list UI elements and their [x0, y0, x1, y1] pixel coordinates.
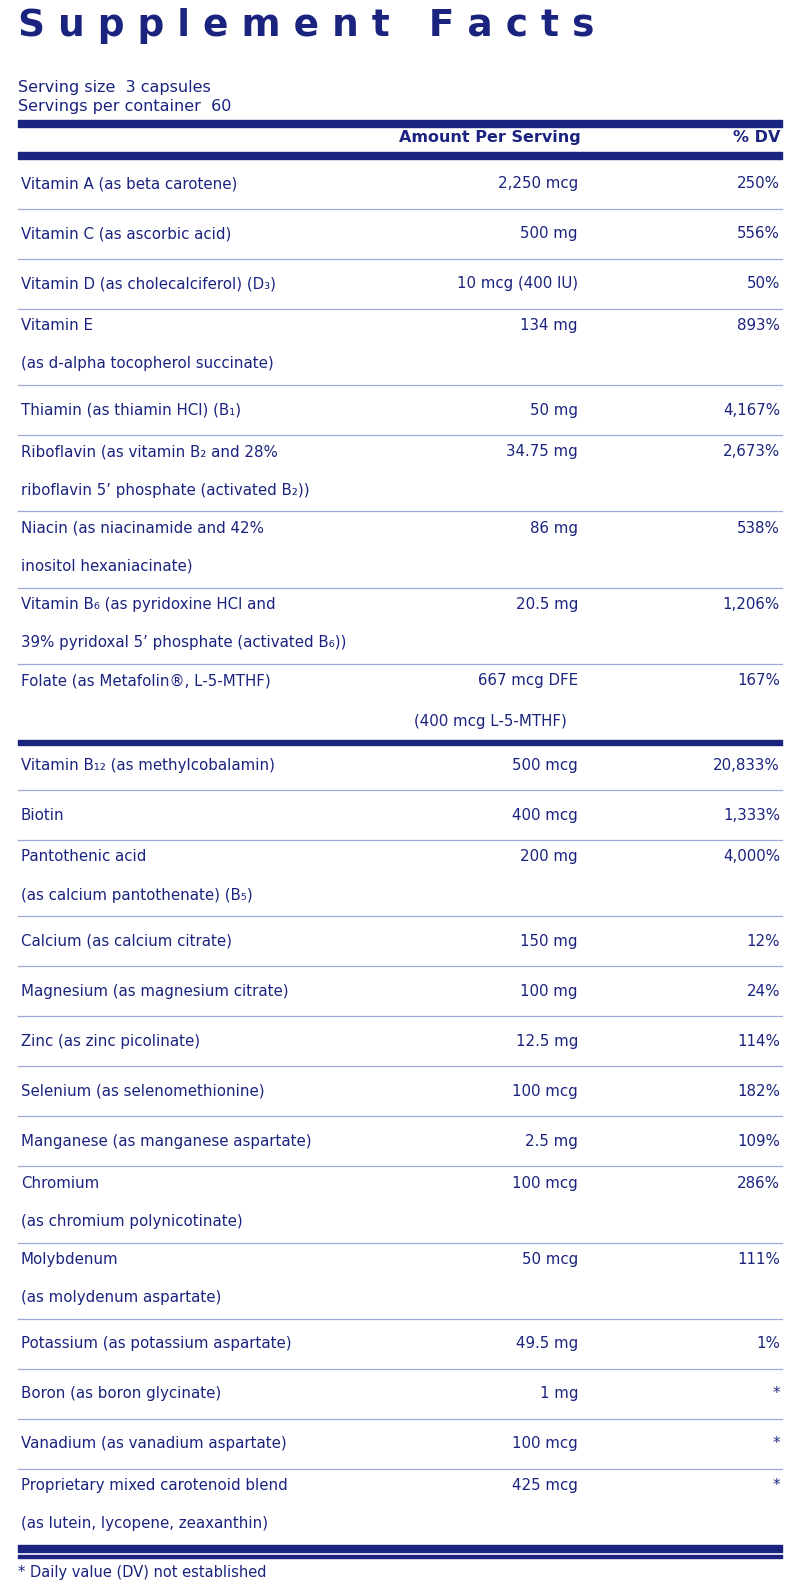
- Text: 49.5 mg: 49.5 mg: [516, 1336, 578, 1351]
- Text: Vitamin B₆ (as pyridoxine HCl and: Vitamin B₆ (as pyridoxine HCl and: [21, 597, 276, 613]
- Text: 12.5 mg: 12.5 mg: [516, 1033, 578, 1049]
- Text: 556%: 556%: [737, 227, 780, 241]
- Text: 893%: 893%: [737, 317, 780, 333]
- Text: 286%: 286%: [737, 1176, 780, 1190]
- Text: 2,673%: 2,673%: [722, 444, 780, 459]
- Text: Biotin: Biotin: [21, 808, 65, 822]
- Text: Amount Per Serving: Amount Per Serving: [399, 130, 581, 144]
- Text: (400 mcg L-5-MTHF): (400 mcg L-5-MTHF): [414, 714, 566, 728]
- Text: riboflavin 5’ phosphate (activated B₂)): riboflavin 5’ phosphate (activated B₂)): [21, 482, 310, 498]
- Text: 50%: 50%: [746, 276, 780, 292]
- Text: (as calcium pantothenate) (B₅): (as calcium pantothenate) (B₅): [21, 887, 253, 903]
- Text: Molybdenum: Molybdenum: [21, 1252, 118, 1266]
- Text: 111%: 111%: [737, 1252, 780, 1266]
- Text: 100 mcg: 100 mcg: [512, 1084, 578, 1098]
- Text: *: *: [772, 1387, 780, 1401]
- Text: Vitamin B₁₂ (as methylcobalamin): Vitamin B₁₂ (as methylcobalamin): [21, 757, 275, 773]
- Text: S u p p l e m e n t   F a c t s: S u p p l e m e n t F a c t s: [18, 8, 594, 44]
- Text: Pantothenic acid: Pantothenic acid: [21, 849, 146, 865]
- Text: (as lutein, lycopene, zeaxanthin): (as lutein, lycopene, zeaxanthin): [21, 1516, 268, 1531]
- Text: 20,833%: 20,833%: [714, 757, 780, 773]
- Text: (as chromium polynicotinate): (as chromium polynicotinate): [21, 1214, 242, 1228]
- Text: Servings per container  60: Servings per container 60: [18, 98, 231, 114]
- Text: Manganese (as manganese aspartate): Manganese (as manganese aspartate): [21, 1133, 312, 1149]
- Text: 150 mg: 150 mg: [521, 933, 578, 949]
- Text: 182%: 182%: [737, 1084, 780, 1098]
- Text: 4,167%: 4,167%: [723, 403, 780, 417]
- Text: 200 mg: 200 mg: [520, 849, 578, 865]
- Text: Calcium (as calcium citrate): Calcium (as calcium citrate): [21, 933, 232, 949]
- Text: 50 mcg: 50 mcg: [522, 1252, 578, 1266]
- Text: Vitamin A (as beta carotene): Vitamin A (as beta carotene): [21, 176, 238, 192]
- Text: 100 mcg: 100 mcg: [512, 1436, 578, 1451]
- Text: 1,206%: 1,206%: [722, 597, 780, 613]
- Text: 2.5 mg: 2.5 mg: [525, 1133, 578, 1149]
- Text: *: *: [772, 1436, 780, 1451]
- Text: 12%: 12%: [746, 933, 780, 949]
- Text: 134 mg: 134 mg: [521, 317, 578, 333]
- Text: 4,000%: 4,000%: [723, 849, 780, 865]
- Text: 86 mg: 86 mg: [530, 521, 578, 536]
- Text: 10 mcg (400 IU): 10 mcg (400 IU): [457, 276, 578, 292]
- Text: Vanadium (as vanadium aspartate): Vanadium (as vanadium aspartate): [21, 1436, 286, 1451]
- Text: 250%: 250%: [737, 176, 780, 192]
- Text: Vitamin E: Vitamin E: [21, 317, 93, 333]
- Text: 500 mcg: 500 mcg: [512, 757, 578, 773]
- Text: Niacin (as niacinamide and 42%: Niacin (as niacinamide and 42%: [21, 521, 264, 536]
- Text: Vitamin C (as ascorbic acid): Vitamin C (as ascorbic acid): [21, 227, 231, 241]
- Text: 20.5 mg: 20.5 mg: [516, 597, 578, 613]
- Text: 50 mg: 50 mg: [530, 403, 578, 417]
- Text: Thiamin (as thiamin HCl) (B₁): Thiamin (as thiamin HCl) (B₁): [21, 403, 241, 417]
- Text: 114%: 114%: [737, 1033, 780, 1049]
- Text: * Daily value (DV) not established: * Daily value (DV) not established: [18, 1565, 266, 1581]
- Text: 34.75 mg: 34.75 mg: [506, 444, 578, 459]
- Text: inositol hexaniacinate): inositol hexaniacinate): [21, 559, 193, 574]
- Text: 167%: 167%: [737, 673, 780, 689]
- Text: (as molydenum aspartate): (as molydenum aspartate): [21, 1290, 222, 1305]
- Text: Proprietary mixed carotenoid blend: Proprietary mixed carotenoid blend: [21, 1477, 288, 1493]
- Text: 24%: 24%: [746, 984, 780, 998]
- Text: 425 mcg: 425 mcg: [512, 1477, 578, 1493]
- Text: (as d-alpha tocopherol succinate): (as d-alpha tocopherol succinate): [21, 357, 274, 371]
- Text: Zinc (as zinc picolinate): Zinc (as zinc picolinate): [21, 1033, 200, 1049]
- Text: 100 mg: 100 mg: [521, 984, 578, 998]
- Text: 1 mg: 1 mg: [539, 1387, 578, 1401]
- Text: Potassium (as potassium aspartate): Potassium (as potassium aspartate): [21, 1336, 292, 1351]
- Text: Selenium (as selenomethionine): Selenium (as selenomethionine): [21, 1084, 265, 1098]
- Text: 538%: 538%: [737, 521, 780, 536]
- Text: Chromium: Chromium: [21, 1176, 99, 1190]
- Text: Riboflavin (as vitamin B₂ and 28%: Riboflavin (as vitamin B₂ and 28%: [21, 444, 278, 459]
- Text: % DV: % DV: [734, 130, 781, 144]
- Text: 39% pyridoxal 5’ phosphate (activated B₆)): 39% pyridoxal 5’ phosphate (activated B₆…: [21, 635, 346, 651]
- Text: *: *: [772, 1477, 780, 1493]
- Text: 2,250 mcg: 2,250 mcg: [498, 176, 578, 192]
- Text: Boron (as boron glycinate): Boron (as boron glycinate): [21, 1387, 222, 1401]
- Text: Vitamin D (as cholecalciferol) (D₃): Vitamin D (as cholecalciferol) (D₃): [21, 276, 276, 292]
- Text: 109%: 109%: [737, 1133, 780, 1149]
- Text: Serving size  3 capsules: Serving size 3 capsules: [18, 79, 210, 95]
- Text: 400 mcg: 400 mcg: [512, 808, 578, 822]
- Text: 100 mcg: 100 mcg: [512, 1176, 578, 1190]
- Text: Folate (as Metafolin®, L-5-MTHF): Folate (as Metafolin®, L-5-MTHF): [21, 673, 270, 689]
- Text: 667 mcg DFE: 667 mcg DFE: [478, 673, 578, 689]
- Text: Magnesium (as magnesium citrate): Magnesium (as magnesium citrate): [21, 984, 289, 998]
- Text: 1,333%: 1,333%: [723, 808, 780, 822]
- Text: 1%: 1%: [756, 1336, 780, 1351]
- Text: 500 mg: 500 mg: [521, 227, 578, 241]
